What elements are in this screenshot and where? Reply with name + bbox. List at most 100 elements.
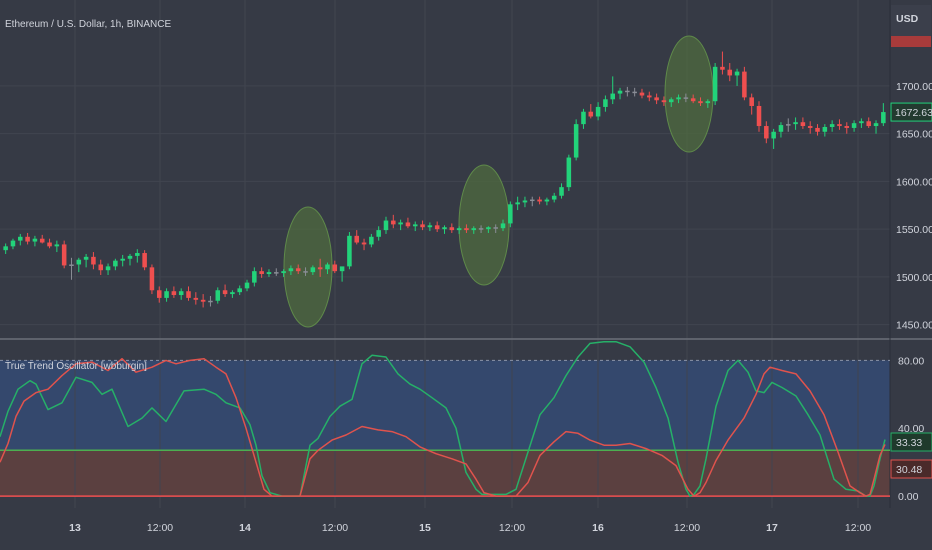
price-tick-label: 1600.00 <box>896 176 932 188</box>
candle <box>639 92 645 96</box>
candle <box>734 71 740 76</box>
candle <box>464 228 469 231</box>
candle <box>690 98 696 102</box>
candle <box>347 235 352 267</box>
time-tick-label: 14 <box>239 522 251 534</box>
candle <box>508 204 513 224</box>
candle <box>303 271 308 273</box>
candle <box>354 235 359 243</box>
candle <box>866 121 871 127</box>
candle <box>712 66 718 102</box>
candle <box>361 242 367 245</box>
candle <box>581 111 586 125</box>
oscillator-value-tag <box>890 432 932 452</box>
candle <box>32 238 38 242</box>
candle <box>471 228 477 231</box>
candle <box>274 272 279 274</box>
candle <box>98 264 104 271</box>
candle <box>522 200 528 203</box>
candle <box>668 99 674 103</box>
candle <box>603 99 608 107</box>
candle <box>515 202 520 205</box>
candle <box>456 228 462 231</box>
last-price-label: 1672.63 <box>895 107 932 119</box>
candle <box>295 268 301 272</box>
indicator-title: True Trend Oscillator [wbburgin] <box>5 361 147 372</box>
currency-badge-strip <box>891 36 931 47</box>
candle <box>434 225 440 230</box>
candle <box>829 124 835 127</box>
candle <box>310 267 316 273</box>
candle <box>18 236 23 241</box>
candle <box>551 195 557 200</box>
candle <box>493 227 498 229</box>
candle <box>727 69 733 76</box>
candle <box>383 220 389 231</box>
candle <box>252 271 257 283</box>
candle <box>200 299 206 302</box>
candle <box>756 105 762 127</box>
candle <box>391 220 396 225</box>
candle <box>559 187 564 196</box>
candle <box>25 236 30 242</box>
candle <box>369 236 374 245</box>
candle <box>3 246 8 251</box>
candle <box>749 97 754 106</box>
candle <box>405 222 411 227</box>
candle <box>149 267 155 291</box>
candle <box>486 227 491 230</box>
candle <box>135 253 140 256</box>
candle <box>647 95 652 98</box>
price-tick-label: 1700.00 <box>896 81 932 93</box>
candle <box>632 91 637 94</box>
candle <box>208 300 213 303</box>
candle <box>654 97 659 101</box>
candle <box>530 199 535 202</box>
oscillator-tick-label: 0.00 <box>898 491 919 503</box>
candle <box>339 266 345 272</box>
candle <box>537 199 542 202</box>
candle <box>844 126 850 128</box>
candle <box>39 238 45 243</box>
candle <box>778 125 784 132</box>
candle <box>800 122 806 127</box>
candle <box>859 121 864 124</box>
oscillator-value-tag <box>890 459 932 479</box>
candle <box>120 258 125 261</box>
time-tick-label: 12:00 <box>674 522 700 534</box>
candle <box>544 199 550 202</box>
candle <box>105 266 111 271</box>
price-tick-label: 1550.00 <box>896 224 932 236</box>
candle <box>807 126 813 128</box>
midzone <box>0 450 890 497</box>
candle <box>259 271 264 275</box>
candle <box>427 225 433 228</box>
candle <box>376 230 381 237</box>
candle <box>793 122 798 125</box>
candle <box>113 260 118 267</box>
candle <box>281 271 286 274</box>
highlight-ellipse <box>458 164 510 286</box>
candle <box>178 291 184 296</box>
candle <box>566 157 572 188</box>
price-tick-label: 1650.00 <box>896 129 932 141</box>
candle <box>705 101 711 104</box>
time-tick-label: 12:00 <box>845 522 871 534</box>
candle <box>683 97 689 99</box>
candle <box>815 127 820 132</box>
candle <box>837 124 842 127</box>
time-tick-label: 17 <box>766 522 778 534</box>
candle <box>588 111 594 117</box>
candle <box>222 290 228 295</box>
price-tick-label: 1450.00 <box>896 320 932 332</box>
candle <box>449 227 455 231</box>
candle <box>332 264 338 272</box>
last-price-tag <box>890 102 932 122</box>
candle <box>171 291 177 296</box>
candle <box>617 90 623 94</box>
time-tick-label: 12:00 <box>322 522 348 534</box>
time-tick-label: 12:00 <box>147 522 173 534</box>
candle <box>61 244 67 266</box>
candle <box>785 124 791 126</box>
